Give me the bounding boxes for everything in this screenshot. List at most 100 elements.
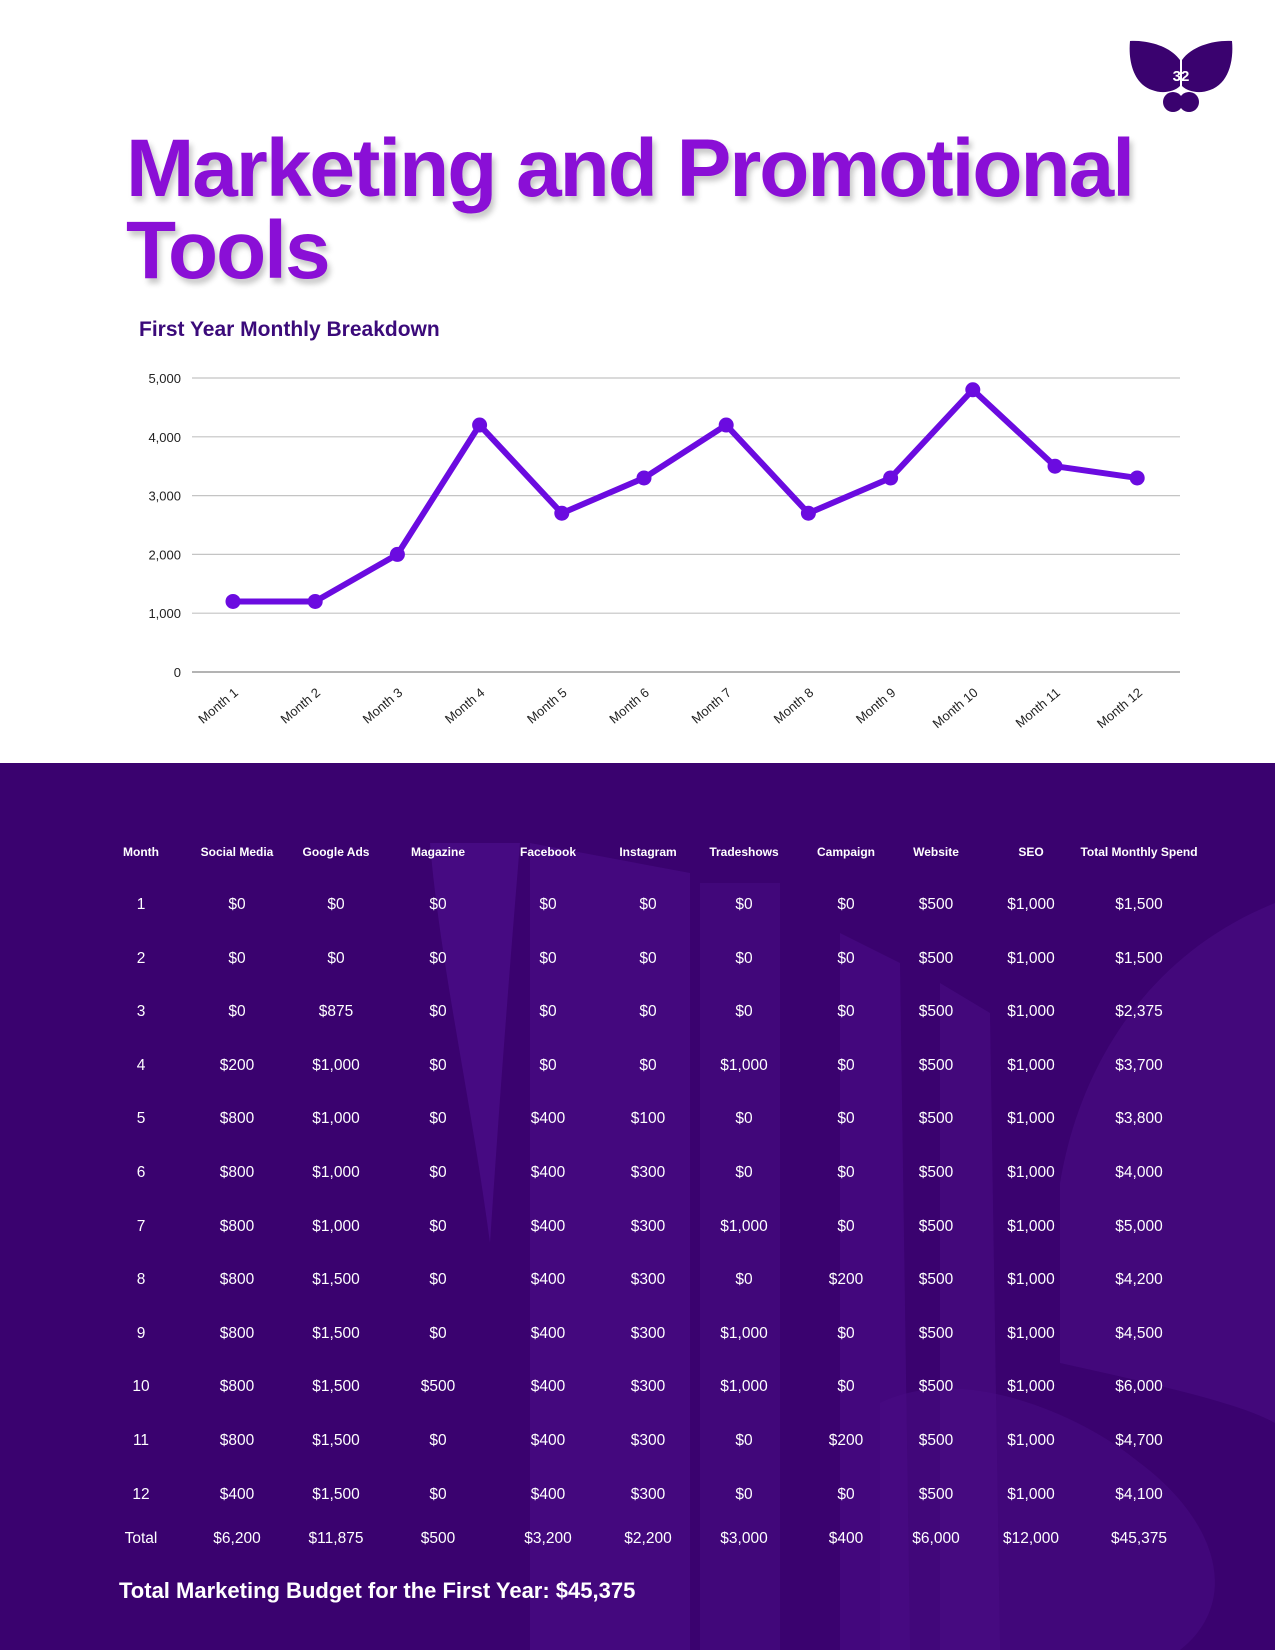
x-tick-label: Month 4 bbox=[442, 685, 488, 727]
table-cell: $1,000 bbox=[1007, 896, 1055, 913]
table-cell: $300 bbox=[630, 1164, 666, 1181]
table-cell: $0 bbox=[429, 1432, 447, 1449]
table-total-cell: $400 bbox=[828, 1530, 864, 1547]
table-cell: $0 bbox=[837, 1324, 855, 1342]
table-cell: $500 bbox=[918, 1324, 954, 1342]
table-cell: 5 bbox=[136, 1110, 146, 1128]
table-cell: $1,000 bbox=[1007, 1110, 1055, 1128]
table-cell: $1,500 bbox=[1115, 949, 1163, 967]
table-cell: $300 bbox=[630, 1485, 666, 1503]
table-cell: 2 bbox=[136, 949, 146, 967]
table-cell: $0 bbox=[327, 949, 345, 967]
budget-table-section: Month Social Media Google Ads Magazine Faceb… bbox=[0, 763, 1275, 1650]
table-cell: $500 bbox=[918, 949, 954, 967]
table-total-cell: $500 bbox=[420, 1530, 456, 1547]
table-cell: $300 bbox=[630, 1271, 666, 1289]
total-budget-text: Total Marketing Budget for the First Yea… bbox=[119, 1578, 636, 1603]
table-cell: $400 bbox=[530, 1324, 566, 1342]
data-point bbox=[1129, 470, 1145, 486]
table-cell: $0 bbox=[837, 1056, 855, 1074]
table-cell: $4,700 bbox=[1115, 1432, 1163, 1449]
x-tick-label: Month 5 bbox=[524, 685, 570, 727]
chart-title: First Year Monthly Breakdown bbox=[139, 318, 440, 341]
table-cell: $1,500 bbox=[312, 1271, 360, 1289]
table-cell: $800 bbox=[219, 1110, 255, 1128]
table-cell: $400 bbox=[530, 1164, 566, 1181]
table-cell: $1,000 bbox=[1007, 1378, 1055, 1396]
table-cell: $0 bbox=[837, 1110, 855, 1128]
y-tick-label: 0 bbox=[174, 665, 181, 680]
table-cell: $4,200 bbox=[1115, 1271, 1163, 1289]
table-cell: $0 bbox=[429, 896, 447, 913]
butterfly-icon bbox=[1129, 40, 1233, 112]
table-cell: $400 bbox=[530, 1271, 566, 1289]
table-cell: $500 bbox=[918, 1485, 954, 1503]
table-cell: $1,000 bbox=[312, 1056, 360, 1074]
x-tick-label: Month 6 bbox=[606, 685, 652, 727]
table-cell: $100 bbox=[630, 1110, 666, 1128]
table-cell: $0 bbox=[539, 1056, 557, 1074]
table-cell: 8 bbox=[136, 1271, 146, 1289]
table-cell: $0 bbox=[429, 1056, 447, 1074]
table-cell: $6,000 bbox=[1115, 1378, 1163, 1396]
table-cell: $1,000 bbox=[1007, 1324, 1055, 1342]
table-cell: $500 bbox=[918, 1056, 954, 1074]
table-header: Social Media bbox=[200, 845, 274, 859]
table-cell: $0 bbox=[639, 1003, 657, 1021]
table-cell: $1,000 bbox=[720, 1378, 768, 1396]
table-cell: $0 bbox=[539, 949, 557, 967]
table-header: Campaign bbox=[816, 845, 876, 859]
table-cell: $0 bbox=[837, 1003, 855, 1021]
x-tick-label: Month 1 bbox=[195, 685, 241, 727]
table-total-cell: $6,200 bbox=[213, 1530, 261, 1547]
table-total-cell: $3,000 bbox=[720, 1530, 768, 1547]
table-cell: 6 bbox=[136, 1164, 146, 1181]
table-cell: $400 bbox=[530, 1485, 566, 1503]
data-point bbox=[800, 505, 816, 521]
data-point bbox=[718, 417, 734, 433]
table-header: Website bbox=[913, 845, 959, 859]
table-cell: $0 bbox=[837, 949, 855, 967]
table-cell: $1,000 bbox=[1007, 1164, 1055, 1181]
table-cell: $0 bbox=[429, 1217, 447, 1235]
table-cell: $0 bbox=[735, 1432, 753, 1449]
table-cell: $0 bbox=[837, 1485, 855, 1503]
table-cell: $200 bbox=[828, 1432, 864, 1449]
table-header: Total Monthly Spend bbox=[1080, 845, 1198, 859]
data-point bbox=[389, 546, 405, 562]
table-cell: $1,000 bbox=[1007, 1271, 1055, 1289]
table-cell: $1,000 bbox=[1007, 1217, 1055, 1235]
x-tick-label: Month 10 bbox=[930, 685, 981, 731]
table-cell: $400 bbox=[530, 1110, 566, 1128]
table-cell: $500 bbox=[918, 1432, 954, 1449]
table-cell: $0 bbox=[639, 949, 657, 967]
table-cell: $500 bbox=[420, 1378, 456, 1396]
table-cell: $800 bbox=[219, 1378, 255, 1396]
table-cell: $200 bbox=[828, 1271, 864, 1289]
data-point bbox=[636, 470, 652, 486]
watermark-butterfly-icon bbox=[430, 843, 1275, 1650]
table-cell: $2,375 bbox=[1115, 1003, 1163, 1021]
table-cell: $500 bbox=[918, 1271, 954, 1289]
table-cell: $500 bbox=[918, 1164, 954, 1181]
table-cell: $1,500 bbox=[312, 1485, 360, 1503]
table-cell: $4,100 bbox=[1115, 1485, 1163, 1503]
table-cell: 1 bbox=[136, 896, 146, 913]
table-cell: $1,500 bbox=[312, 1324, 360, 1342]
data-point bbox=[472, 417, 488, 433]
y-tick-label: 2,000 bbox=[148, 547, 181, 562]
table-cell: $3,700 bbox=[1115, 1056, 1163, 1074]
table-cell: $0 bbox=[429, 1110, 447, 1128]
table-cell: $400 bbox=[530, 1217, 566, 1235]
table-cell: $800 bbox=[219, 1271, 255, 1289]
table-cell: $0 bbox=[837, 1378, 855, 1396]
table-cell: $1,000 bbox=[1007, 1485, 1055, 1503]
series-line bbox=[230, 386, 1141, 605]
table-total-cell: $12,000 bbox=[1002, 1530, 1060, 1547]
table-cell: $0 bbox=[429, 1003, 447, 1021]
table-cell: $0 bbox=[837, 896, 855, 913]
table-cell: $1,500 bbox=[1115, 896, 1163, 913]
x-tick-label: Month 12 bbox=[1094, 685, 1145, 731]
table-header: Magazine bbox=[410, 845, 466, 859]
table-cell: $3,800 bbox=[1115, 1110, 1163, 1128]
